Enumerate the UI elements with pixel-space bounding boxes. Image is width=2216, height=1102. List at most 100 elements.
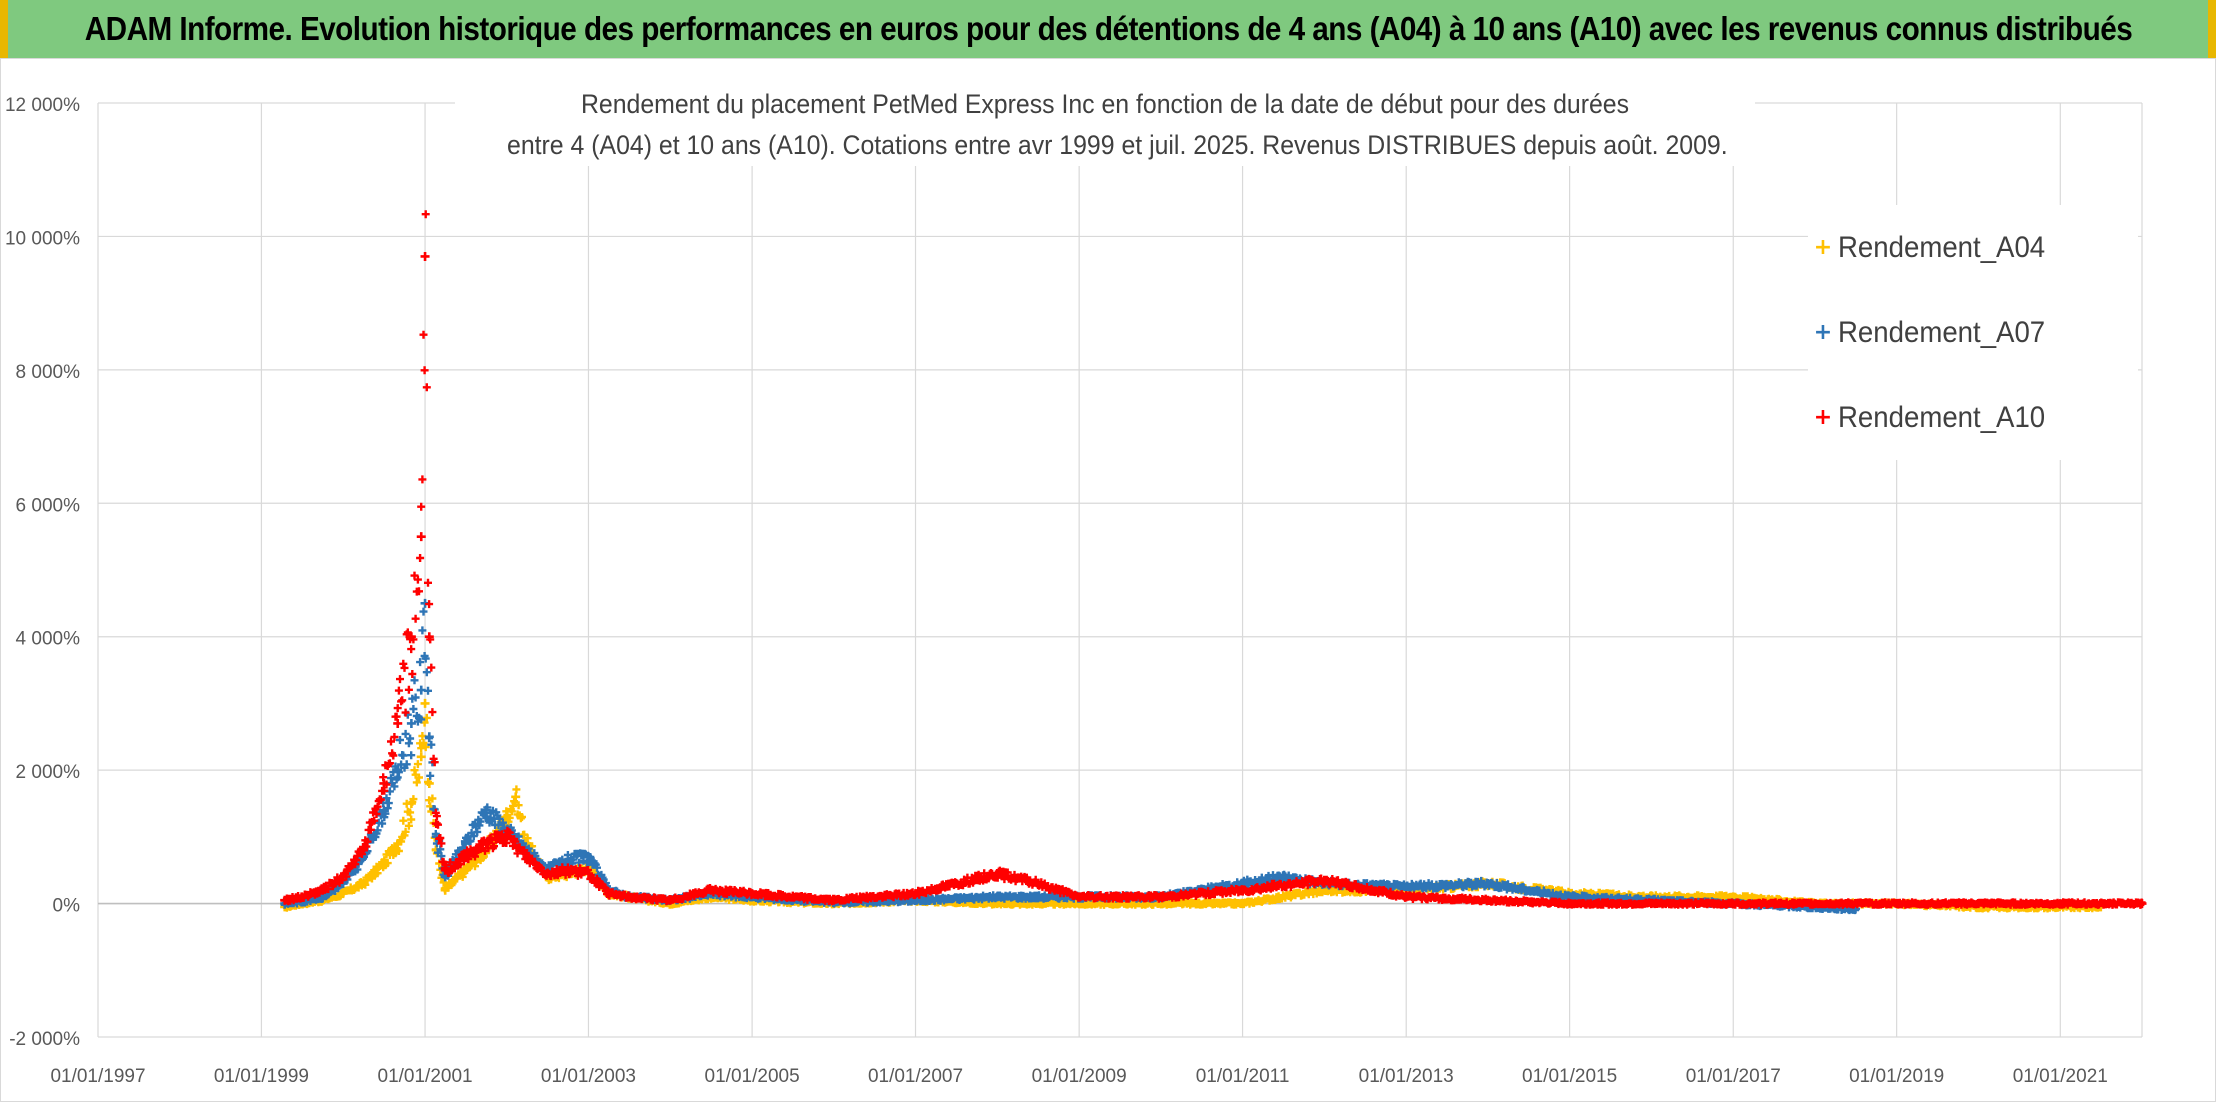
x-tick-label: 01/01/1997 xyxy=(50,1066,145,1087)
data-point xyxy=(829,895,839,905)
data-point xyxy=(1033,879,1043,889)
data-point xyxy=(1646,899,1656,909)
data-point xyxy=(1401,882,1411,892)
data-point xyxy=(406,632,416,642)
data-point xyxy=(992,869,1002,879)
data-point xyxy=(393,765,403,775)
x-axis-ticks: 01/01/1997 01/01/1999 01/01/2001 01/01/2003… xyxy=(50,1066,2107,1087)
x-tick-label: 01/01/1999 xyxy=(214,1066,309,1087)
data-point xyxy=(706,885,716,895)
data-point xyxy=(358,845,368,855)
data-point xyxy=(424,632,434,642)
chart-title-line-1: Rendement du placement PetMed Express In… xyxy=(580,89,1630,119)
data-point xyxy=(1565,899,1575,909)
x-tick-label: 01/01/2011 xyxy=(1196,1066,1290,1087)
chart-title: Rendement du placement PetMed Express In… xyxy=(455,84,1755,166)
data-point xyxy=(1483,895,1493,905)
data-point xyxy=(358,879,368,889)
data-point xyxy=(1483,879,1493,889)
data-point xyxy=(379,805,389,815)
legend-label: Rendement_A07 xyxy=(1838,315,2046,349)
data-point xyxy=(624,892,634,902)
y-axis-ticks: -2 000% 0% 2 000% 4 000% 6 000% 8 000% 10 000%… xyxy=(5,95,80,1050)
data-point xyxy=(992,892,1002,902)
data-point xyxy=(338,872,348,882)
data-point xyxy=(440,865,450,875)
data-point xyxy=(1892,899,1902,909)
x-tick-label: 01/01/2001 xyxy=(378,1066,473,1087)
y-tick-label: 2 000% xyxy=(16,762,81,783)
data-point xyxy=(420,251,430,261)
series-rendement-a07 xyxy=(280,598,1860,915)
x-tick-label: 01/01/2015 xyxy=(1522,1066,1617,1087)
data-point xyxy=(440,885,450,895)
y-tick-label: 12 000% xyxy=(5,95,80,116)
data-point xyxy=(747,889,757,899)
data-point xyxy=(502,832,512,842)
data-point xyxy=(563,855,573,865)
data-point xyxy=(461,839,471,849)
data-series xyxy=(280,210,2147,915)
x-tick-label: 01/01/2003 xyxy=(541,1066,636,1087)
grid-lines xyxy=(97,102,2143,1038)
plus-marker-icon: + xyxy=(1813,235,1833,260)
data-point xyxy=(1278,872,1288,882)
data-point xyxy=(1728,899,1738,909)
x-tick-label: 01/01/2007 xyxy=(868,1066,963,1087)
page-banner: ADAM Informe. Evolution historique des p… xyxy=(8,0,2208,58)
x-tick-label: 01/01/2009 xyxy=(1032,1066,1127,1087)
legend-label: Rendement_A10 xyxy=(1838,400,2046,434)
data-point xyxy=(416,752,426,762)
x-tick-label: 01/01/2005 xyxy=(705,1066,800,1087)
data-point xyxy=(424,778,434,788)
data-point xyxy=(424,732,434,742)
plus-marker-icon: + xyxy=(1813,320,1833,345)
series-rendement-a10 xyxy=(280,210,2147,909)
data-point xyxy=(416,532,426,542)
data-point xyxy=(379,859,389,869)
banner-accent-right xyxy=(2208,0,2216,58)
data-point xyxy=(481,805,491,815)
data-point xyxy=(542,869,552,879)
data-point xyxy=(481,839,491,849)
data-point xyxy=(280,895,290,905)
data-point xyxy=(1156,892,1166,902)
legend-label: Rendement_A04 xyxy=(1838,230,2046,264)
plus-marker-icon: + xyxy=(1813,405,1833,430)
y-tick-label: 4 000% xyxy=(16,629,81,650)
legend-item-a07: + Rendement_A07 xyxy=(1808,290,2138,375)
x-tick-label: 01/01/2017 xyxy=(1686,1066,1781,1087)
data-point xyxy=(406,718,416,728)
x-tick-label: 01/01/2021 xyxy=(2013,1066,2108,1087)
data-point xyxy=(1810,899,1820,909)
y-tick-label: 10 000% xyxy=(5,228,80,249)
data-point xyxy=(1319,875,1329,885)
series-rendement-a04 xyxy=(280,698,2106,913)
x-tick-label: 01/01/2019 xyxy=(1849,1066,1944,1087)
y-tick-label: 6 000% xyxy=(16,495,81,516)
x-tick-label: 01/01/2013 xyxy=(1359,1066,1454,1087)
data-point xyxy=(583,869,593,879)
page-title: ADAM Informe. Evolution historique des p… xyxy=(84,10,2132,47)
data-point xyxy=(502,812,512,822)
data-point xyxy=(511,792,521,802)
data-point xyxy=(416,685,426,695)
chart-title-line-2: entre 4 (A04) et 10 ans (A10). Cotations… xyxy=(507,130,1728,160)
data-point xyxy=(583,852,593,862)
data-point xyxy=(2055,899,2065,909)
data-point xyxy=(1074,892,1084,902)
data-point xyxy=(1973,899,1983,909)
series-markers xyxy=(280,607,1859,915)
data-point xyxy=(1238,885,1248,895)
legend: + Rendement_A04 + Rendement_A07 + Rendem… xyxy=(1808,205,2138,460)
legend-item-a04: + Rendement_A04 xyxy=(1808,205,2138,290)
data-point xyxy=(1401,892,1411,902)
data-point xyxy=(431,819,441,829)
data-point xyxy=(297,892,307,902)
data-point xyxy=(951,879,961,889)
data-point xyxy=(2137,899,2147,909)
data-point xyxy=(379,778,389,788)
data-point xyxy=(406,799,416,808)
y-tick-label: 0% xyxy=(53,896,81,917)
